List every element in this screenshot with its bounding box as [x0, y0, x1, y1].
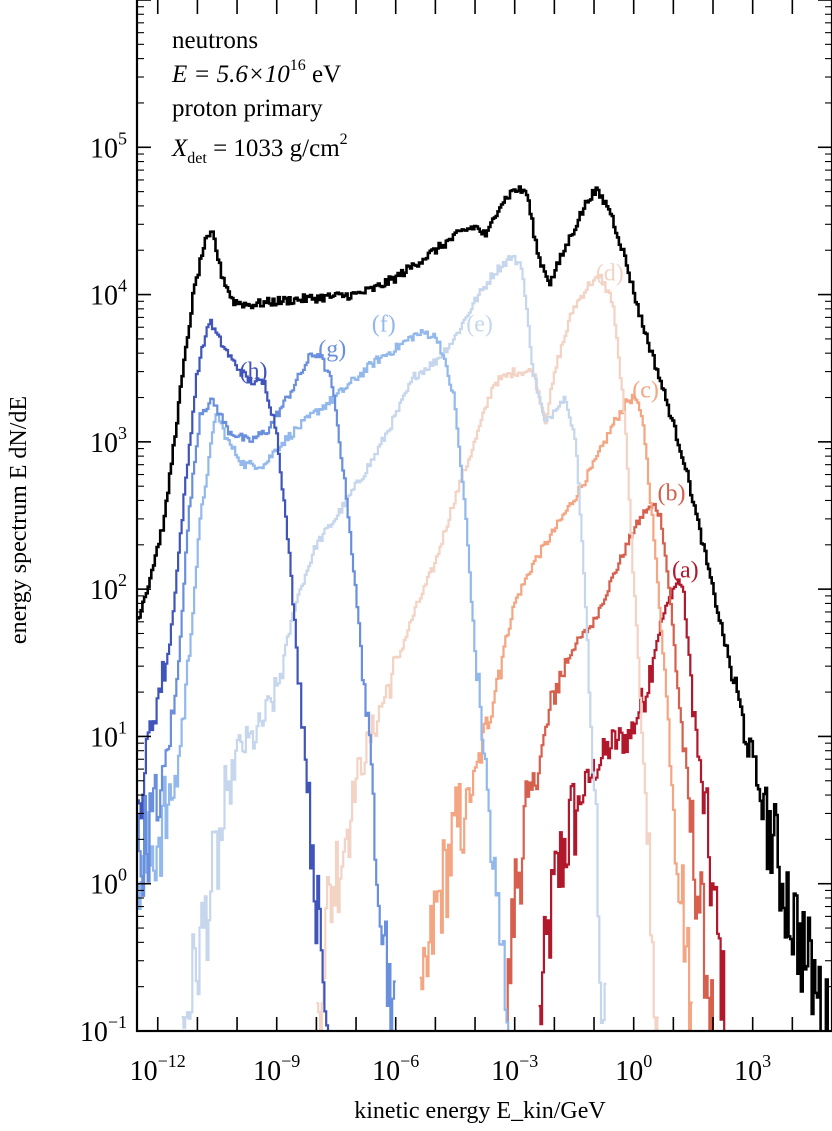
series-layer: [137, 185, 829, 1031]
y-tick-label: 105: [90, 128, 127, 164]
plot-frame: [135, 0, 832, 1033]
annotation-depth: Xdet = 1033 g/cm2: [171, 131, 348, 167]
series-label-e: (e): [466, 312, 493, 338]
series-label-a: (a): [672, 558, 699, 584]
series-line-f: [137, 329, 510, 1031]
series-line-b: [505, 502, 714, 1031]
series-label-h: (h): [240, 358, 268, 384]
series-label-g: (g): [318, 337, 346, 363]
x-axis-label: kinetic energy E_kin/GeV: [354, 1098, 606, 1124]
y-tick-label: 101: [90, 717, 127, 753]
y-tick-label: 104: [90, 276, 127, 312]
annotation-particle: neutrons: [172, 27, 258, 54]
series-line-d: [316, 273, 660, 1031]
annotation-primary: proton primary: [172, 95, 323, 122]
series-line-e: [181, 254, 607, 1029]
series-label-f: (f): [372, 312, 396, 338]
x-tick-label: 10−12: [130, 1051, 186, 1087]
x-tick-label: 10−9: [253, 1051, 300, 1087]
series-label-d: (d): [596, 260, 624, 286]
y-tick-label: 100: [90, 865, 127, 901]
x-tick-label: 10−6: [372, 1051, 419, 1087]
series-line-c: [419, 393, 693, 1031]
ticks-layer: 10−12 10−9 10−6 10−3 100 103 10−1 100 101 102 103 1…: [80, 0, 832, 1087]
series-label-c: (c): [632, 378, 659, 404]
x-tick-label: 10−3: [491, 1051, 538, 1087]
series-line-a: [538, 578, 726, 1031]
y-tick-label: 102: [90, 570, 127, 606]
x-tick-label: 103: [734, 1051, 771, 1087]
y-tick-label: 103: [90, 423, 127, 459]
x-tick-label: 100: [615, 1051, 652, 1087]
series-label-b: (b): [658, 481, 686, 507]
annotation-block: neutrons E = 5.6×1016 eV proton primary …: [171, 27, 348, 167]
annotation-energy: E = 5.6×1016 eV: [171, 57, 341, 88]
series-line-h: [137, 318, 330, 1031]
curve-labels: (a) (b) (c) (d) (e) (f) (g) (h): [240, 260, 699, 583]
series-line-total: [137, 185, 829, 1031]
y-tick-label: 10−1: [80, 1012, 127, 1048]
series-line-g: [137, 352, 396, 1031]
y-axis-label: energy spectrum E dN/dE: [6, 396, 32, 644]
